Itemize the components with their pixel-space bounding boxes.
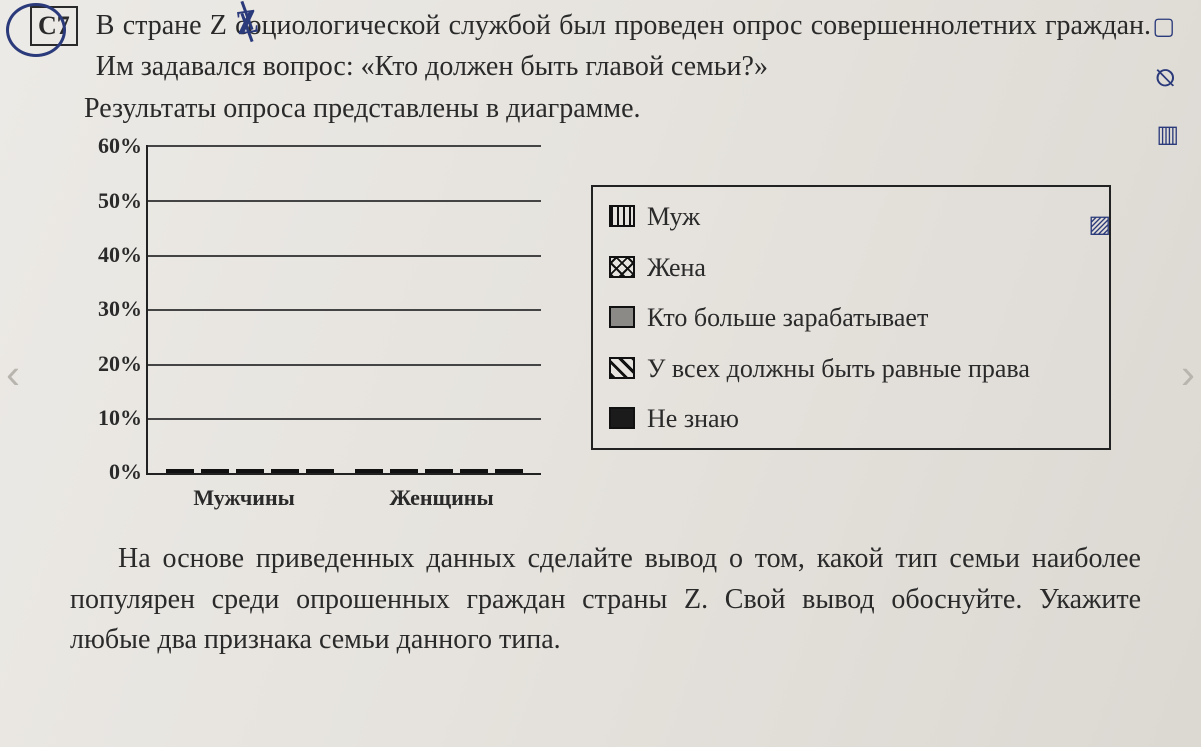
pen-doodle: ▨	[1088, 210, 1111, 239]
prev-image-button[interactable]: ‹	[6, 350, 20, 398]
x-tick-label: Женщины	[389, 485, 493, 511]
legend-swatch	[609, 205, 635, 227]
legend-label: Муж	[647, 201, 700, 234]
x-tick-label: Мужчины	[193, 485, 295, 511]
legend-item: Не знаю	[609, 403, 1093, 436]
next-image-button[interactable]: ›	[1181, 350, 1195, 398]
bar	[166, 469, 194, 473]
legend-swatch	[609, 407, 635, 429]
bar	[355, 469, 383, 473]
chart-legend: ▢ ⦰ ▥ ▨ МужЖенаКто больше зарабатываетУ …	[591, 185, 1111, 450]
bar-group	[352, 469, 525, 473]
legend-swatch	[609, 357, 635, 379]
y-tick-label: 30%	[84, 296, 142, 322]
pen-doodle: ▥	[1156, 120, 1179, 149]
chart-container: 60%50%40%30%20%10%0% Мужчины Женщины	[86, 145, 541, 511]
bar	[271, 469, 299, 473]
legend-label: Кто больше зарабатывает	[647, 302, 928, 335]
legend-label: Не знаю	[647, 403, 739, 436]
y-tick-label: 0%	[84, 459, 142, 485]
bar	[306, 469, 334, 473]
legend-item: Кто больше зарабатывает	[609, 302, 1093, 335]
legend-item: У всех должны быть равные права	[609, 353, 1093, 386]
legend-label: Жена	[647, 252, 706, 285]
bar	[201, 469, 229, 473]
x-axis-labels: Мужчины Женщины	[146, 485, 541, 511]
question-number-box: С7	[30, 6, 78, 46]
pen-doodle: ⦰	[1156, 66, 1175, 93]
bar-chart: 60%50%40%30%20%10%0%	[146, 145, 541, 475]
y-tick-label: 40%	[84, 242, 142, 268]
bar	[236, 469, 264, 473]
y-tick-label: 60%	[84, 133, 142, 159]
y-tick-label: 10%	[84, 405, 142, 431]
bar	[495, 469, 523, 473]
bar	[390, 469, 418, 473]
pen-doodle: ▢	[1152, 12, 1175, 41]
y-axis-labels: 60% 50% 40% 30% 20% 10% 0%	[84, 133, 142, 485]
task-instruction: На основе приведенных данных сделайте вы…	[70, 539, 1141, 661]
question-header: С7 В стране Z социологической службой бы…	[30, 0, 1151, 87]
worksheet-page: Z С7 В стране Z социологической службой …	[0, 0, 1201, 747]
legend-swatch	[609, 306, 635, 328]
legend-item: Жена	[609, 252, 1093, 285]
legend-item: Муж	[609, 201, 1093, 234]
chart-bar-groups	[148, 145, 541, 473]
chart-and-legend: 60%50%40%30%20%10%0% МужчиныЖенщины ▢ ⦰ …	[86, 145, 1151, 511]
y-tick-label: 20%	[84, 351, 142, 377]
legend-swatch	[609, 256, 635, 278]
bar	[425, 469, 453, 473]
bar-group	[164, 469, 337, 473]
bar	[460, 469, 488, 473]
legend-label: У всех должны быть равные права	[647, 353, 1030, 386]
y-tick-label: 50%	[84, 188, 142, 214]
question-subtext: Результаты опроса представлены в диаграм…	[84, 93, 1151, 125]
